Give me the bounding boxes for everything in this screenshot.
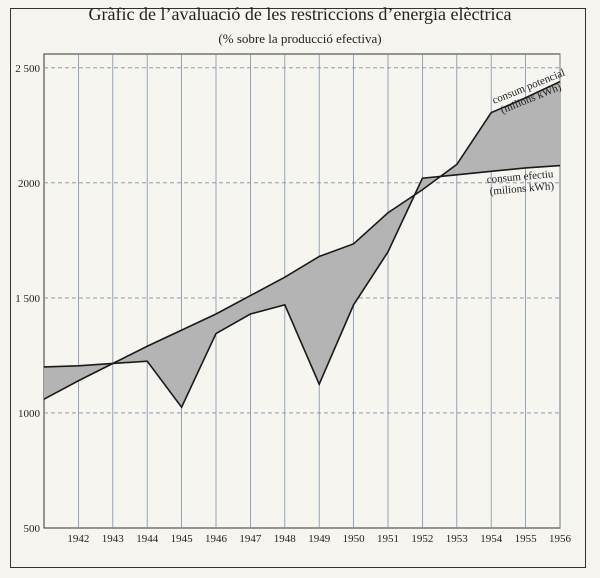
x-tick-label: 1942 — [67, 533, 89, 545]
y-tick-label: 2 500 — [15, 63, 40, 75]
gap-area — [44, 81, 560, 408]
x-tick-label: 1955 — [515, 533, 538, 545]
x-tick-label: 1956 — [549, 533, 572, 545]
y-tick-label: 1 500 — [15, 293, 40, 305]
label-efectiu: consum efectiu(milions kWh) — [486, 168, 555, 198]
y-tick-label: 1000 — [18, 408, 41, 420]
x-tick-label: 1948 — [274, 533, 297, 545]
x-tick-label: 1953 — [446, 533, 469, 545]
x-tick-label: 1947 — [239, 533, 262, 545]
chart-title: Gràfic de l’avaluació de les restriccion… — [88, 4, 512, 24]
x-tick-label: 1952 — [411, 533, 433, 545]
x-tick-label: 1943 — [102, 533, 125, 545]
x-tick-label: 1950 — [343, 533, 366, 545]
x-tick-label: 1951 — [377, 533, 399, 545]
x-tick-label: 1949 — [308, 533, 331, 545]
label-efectiu-line1: consum efectiu — [486, 168, 554, 186]
chart-subtitle: (% sobre la producció efectiva) — [218, 31, 382, 46]
x-tick-label: 1946 — [205, 533, 228, 545]
x-tick-label: 1945 — [171, 533, 194, 545]
y-tick-label: 500 — [24, 523, 41, 535]
x-tick-label: 1944 — [136, 533, 159, 545]
x-tick-label: 1954 — [480, 533, 503, 545]
series-line-efectiu — [43, 164, 561, 409]
series-line-potencial — [43, 80, 561, 400]
label-efectiu-line2: (milions kWh) — [489, 180, 555, 198]
y-tick-label: 2000 — [18, 178, 41, 190]
